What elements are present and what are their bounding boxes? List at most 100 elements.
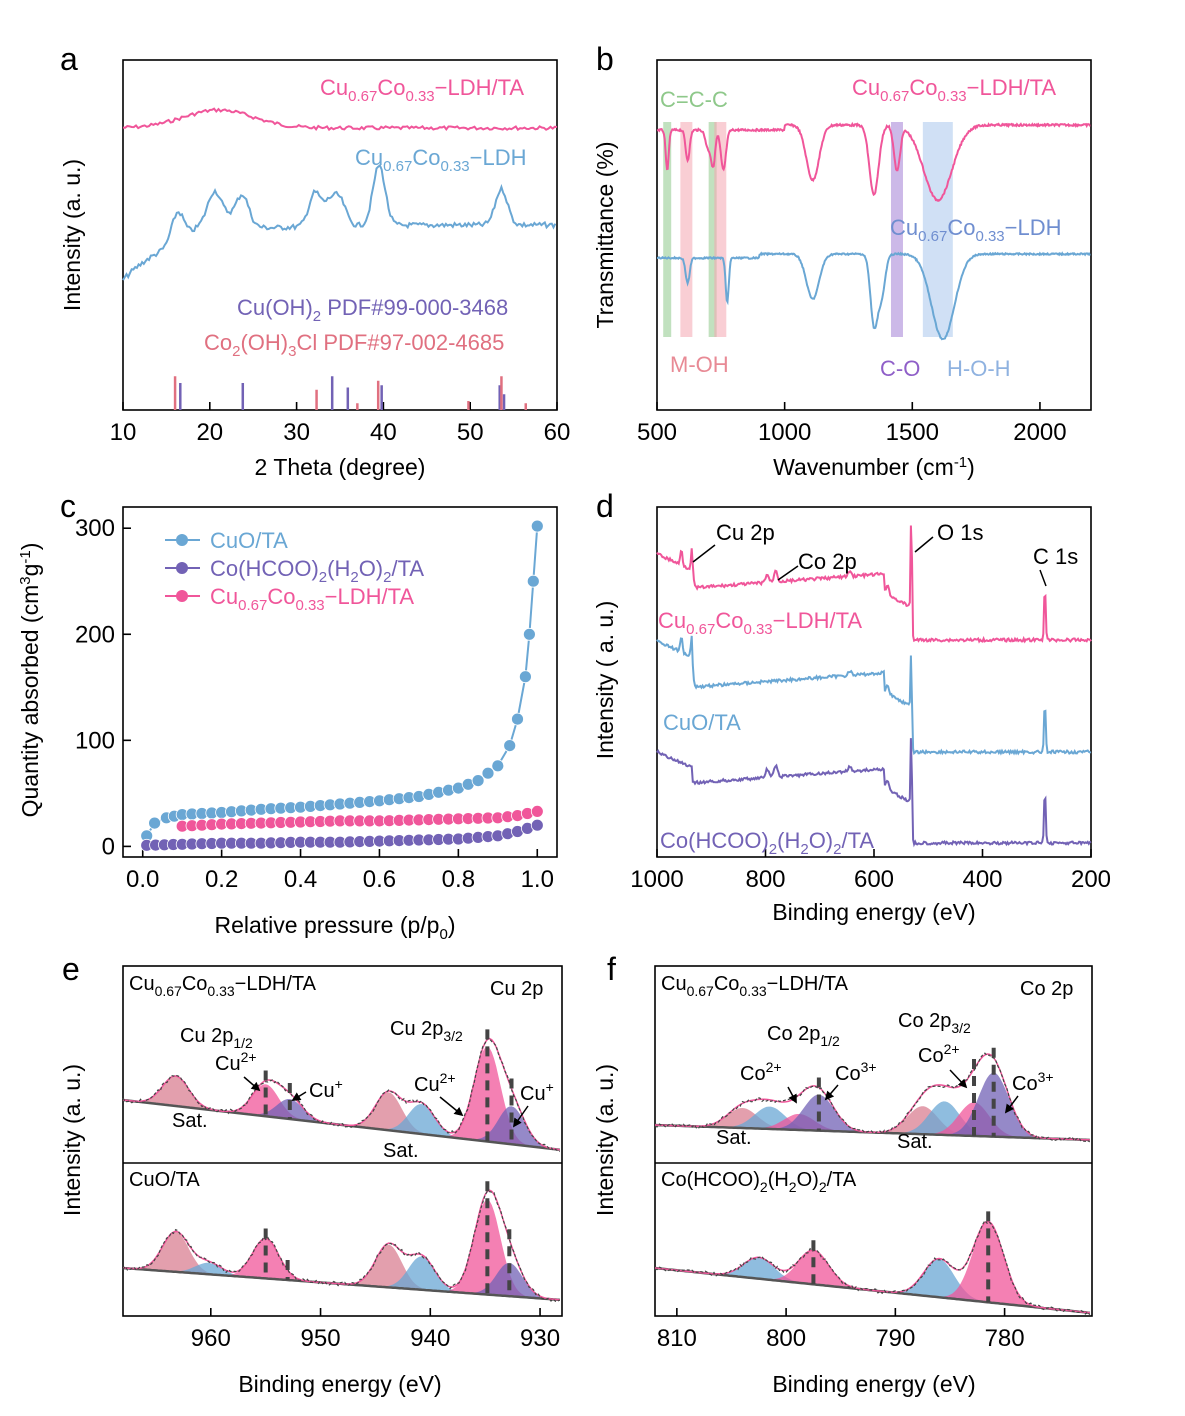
title-bottom-e: CuO/TA — [129, 1169, 200, 1191]
plot-frame-b — [656, 59, 1092, 411]
data-point-cuo — [519, 670, 532, 684]
fit-components-bottom-e — [122, 1181, 561, 1302]
x-axis-label-e: Binding energy (eV) — [238, 1371, 441, 1397]
label-cuplus-1: Cu+ — [309, 1076, 343, 1102]
legend-text-co: Co(HCOO)2(H2O)2/TA — [210, 556, 424, 586]
x-axis-label-a: 2 Theta (degree) — [255, 454, 426, 480]
annot-c1s: C 1s — [1033, 544, 1078, 569]
envelope-line — [654, 1220, 1090, 1314]
series-line-cuo — [656, 635, 1092, 756]
label-cu2plus-2: Cu2+ — [414, 1070, 456, 1096]
x-tick-label: 950 — [301, 1325, 341, 1352]
scatter-series-c — [140, 519, 544, 852]
plot-frame-c — [122, 506, 558, 858]
legend-c: CuO/TA Co(HCOO)2(H2O)2/TA Cu0.67Co0.33−L… — [165, 528, 424, 614]
x-tick-label: 600 — [854, 866, 894, 893]
label-co2plus-2: Co2+ — [918, 1041, 960, 1067]
annot-line-o1s — [914, 536, 934, 553]
fit-component — [655, 1106, 1090, 1140]
panel-c: c 0.0 0.2 0.4 0.6 0.8 1.0 0 100 200 300 Relative … — [17, 488, 558, 943]
legend-marker-cuo — [176, 534, 188, 546]
arrow-cuplus-1 — [291, 1091, 307, 1101]
label-co3plus-1: Co3+ — [835, 1059, 877, 1085]
data-point-cuo — [503, 739, 517, 752]
region-e: Cu 2p — [490, 978, 543, 1000]
y-tick-label: 0 — [102, 833, 115, 860]
fit-component — [123, 1256, 560, 1300]
data-point-cuo — [471, 774, 485, 787]
data-point-cuo — [481, 766, 495, 780]
panel-d: d 1000 800 600 400 200 Binding energy (eV) I… — [592, 488, 1111, 925]
series-line-ldh — [657, 251, 1091, 341]
x-tick-label: 0.0 — [126, 866, 159, 893]
band-highlight — [714, 122, 727, 337]
label-cu2plus-1: Cu2+ — [215, 1049, 257, 1075]
x-tick-label: 940 — [410, 1325, 450, 1352]
x-tick-label: 400 — [962, 866, 1002, 893]
series-line-ldh-ta — [122, 107, 558, 132]
label-ldh-ta-b: Cu0.67Co0.33−LDH/TA — [852, 75, 1056, 105]
label-cu2p12: Cu 2p1/2 — [180, 1025, 253, 1051]
x-tick-label: 810 — [657, 1325, 697, 1352]
annot-line-c1s — [1039, 569, 1047, 587]
data-point-cuo — [530, 519, 544, 533]
x-axis-label-f: Binding energy (eV) — [772, 1371, 975, 1397]
title-top-e: Cu0.67Co0.33−LDH/TA — [129, 973, 317, 999]
x-tick-label: 40 — [370, 419, 397, 446]
x-ticks-b: 500 1000 1500 2000 — [637, 402, 1067, 446]
legend-marker-ldh — [176, 590, 188, 602]
x-tick-label: 1500 — [886, 419, 939, 446]
legend-marker-co — [176, 562, 188, 574]
label-cc: C=C-C — [660, 87, 728, 112]
panel-f: f 810 800 790 780 Binding energy (eV) Inten… — [592, 951, 1093, 1397]
label-cuo-d: CuO/TA — [663, 710, 741, 735]
fit-components-top-f — [654, 1047, 1091, 1143]
band-highlight — [890, 122, 903, 337]
panel-e: e 960 950 940 930 Binding energy (eV) Inten… — [59, 951, 563, 1397]
fit-component — [655, 1257, 1090, 1313]
panel-a: a 10 20 30 40 50 60 2 Theta (degree) Intensit… — [59, 41, 570, 480]
annot-line-co2p — [777, 565, 799, 581]
legend-text-cuo: CuO/TA — [210, 528, 288, 553]
band-highlight — [922, 122, 953, 337]
y-axis-label-e-lower: Intensity (a. u.) — [59, 1064, 85, 1216]
label-ldh-b: Cu0.67Co0.33−LDH — [890, 215, 1062, 245]
raw-data-line — [654, 1219, 1091, 1316]
x-tick-label: 1000 — [758, 419, 811, 446]
x-tick-label: 2000 — [1013, 419, 1066, 446]
plot-frame-f — [654, 965, 1093, 1317]
x-tick-label: 1.0 — [521, 866, 554, 893]
y-axis-label-c: Quantity absorbed (cm3g-1) — [17, 543, 43, 818]
label-co2plus-1: Co2+ — [740, 1059, 782, 1085]
x-tick-label: 930 — [520, 1325, 560, 1352]
raw-data-line — [122, 1190, 561, 1302]
y-axis-label-b: Transmittance (%) — [592, 141, 618, 328]
x-tick-label: 790 — [875, 1325, 915, 1352]
arrow-co2plus-2 — [949, 1069, 968, 1089]
x-tick-label: 800 — [766, 1325, 806, 1352]
panel-label-e: e — [62, 951, 80, 987]
x-ticks-f: 810 800 790 780 — [657, 1308, 1025, 1352]
x-tick-label: 60 — [544, 419, 571, 446]
x-tick-label: 200 — [1071, 866, 1111, 893]
x-ticks-e: 960 950 940 930 — [191, 1308, 560, 1352]
arrow-co3plus-1 — [824, 1084, 839, 1101]
y-axis-label-f: Intensity (a. u.) — [592, 1064, 618, 1216]
label-sat-f1: Sat. — [716, 1127, 752, 1149]
x-tick-label: 1000 — [630, 866, 683, 893]
data-point-ldh — [530, 805, 544, 818]
label-co2p12: Co 2p1/2 — [767, 1023, 840, 1049]
x-tick-label: 0.6 — [363, 866, 396, 893]
y-tick-label: 200 — [75, 621, 115, 648]
y-axis-label-d: Intensity ( a. u.) — [592, 601, 618, 760]
data-point-cuo — [523, 627, 536, 641]
panel-label-a: a — [60, 41, 78, 77]
x-tick-label: 20 — [196, 419, 223, 446]
data-point-cuo — [491, 759, 505, 773]
fit-component — [123, 1076, 560, 1150]
data-point-co — [530, 818, 544, 832]
x-ticks-a: 10 20 30 40 50 60 — [110, 402, 571, 446]
panel-label-f: f — [607, 951, 616, 987]
x-tick-label: 0.4 — [284, 866, 317, 893]
series-line-co — [656, 738, 1092, 848]
